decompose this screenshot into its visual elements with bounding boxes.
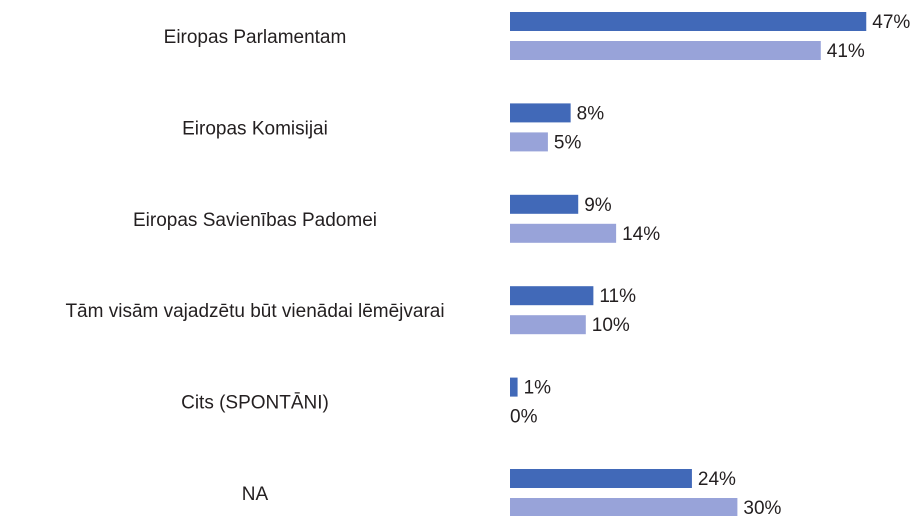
value-label: 11% [599, 286, 636, 307]
category-label: Eiropas Komisijai [182, 118, 328, 139]
bar [510, 498, 738, 516]
bar [510, 286, 594, 306]
value-label: 9% [584, 195, 612, 216]
bar [510, 12, 867, 31]
value-label: 1% [524, 378, 552, 399]
value-label: 14% [622, 224, 660, 245]
value-label: 41% [827, 41, 865, 62]
value-label: 24% [698, 469, 736, 490]
value-label: 47% [872, 12, 910, 33]
bar [510, 41, 821, 60]
category-label: Tām visām vajadzētu būt vienādai lēmējva… [65, 301, 444, 322]
value-label: 5% [554, 132, 582, 153]
category-label: NA [242, 484, 269, 505]
value-label: 30% [743, 498, 781, 516]
bar [510, 315, 586, 335]
category-label: Cits (SPONTĀNI) [181, 393, 329, 414]
value-label: 0% [510, 407, 538, 428]
category-label: Eiropas Parlamentam [164, 27, 347, 48]
bar [510, 103, 571, 123]
value-label: 10% [592, 315, 630, 336]
value-label: 8% [577, 103, 605, 124]
bar [510, 194, 579, 214]
category-label: Eiropas Savienības Padomei [133, 210, 377, 231]
bar [510, 132, 548, 152]
bar [510, 377, 518, 397]
bar [510, 469, 692, 488]
bar [510, 223, 617, 243]
